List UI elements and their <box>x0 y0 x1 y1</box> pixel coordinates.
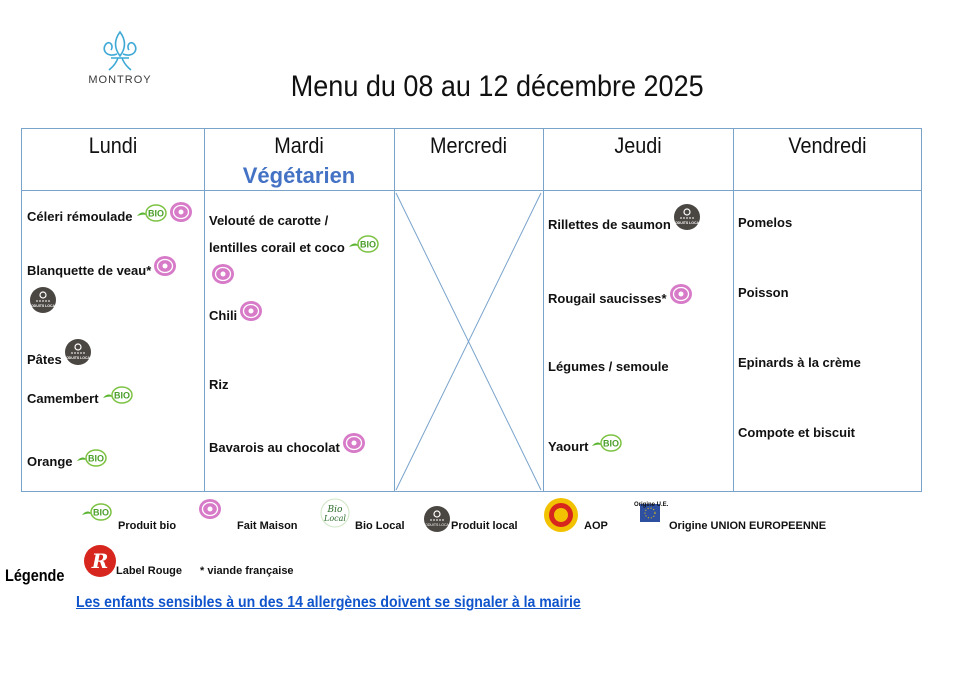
svg-text:BIO: BIO <box>93 508 109 518</box>
aop-icon <box>543 497 579 538</box>
svg-text:BIO: BIO <box>360 240 376 250</box>
day-header-jeudi: Jeudi <box>614 133 662 158</box>
column-divider <box>543 129 544 491</box>
column-divider <box>204 129 205 491</box>
produit-local-icon: PRODUITS LOCAUX <box>61 338 95 375</box>
svg-text:BIO: BIO <box>114 391 130 401</box>
bio-icon: BIO <box>101 385 133 414</box>
legend-label-none: * viande française <box>200 565 294 577</box>
label-rouge-icon: R <box>82 544 118 583</box>
fait-maison-icon <box>211 263 235 294</box>
bio-icon: BIO <box>75 448 107 477</box>
fait-maison-icon <box>153 255 177 286</box>
montroy-logo: MONTROY <box>80 28 160 90</box>
menu-item: Camembert BIO <box>27 385 202 414</box>
fait-maison-icon <box>198 498 222 525</box>
svg-text:Local: Local <box>323 514 346 523</box>
menu-item: Compote et biscuit <box>738 419 918 446</box>
svg-text:PRODUITS LOCAUX: PRODUITS LOCAUX <box>423 523 451 527</box>
column-divider <box>733 129 734 491</box>
menu-item-text: Riz <box>209 377 229 392</box>
menu-item: PâtesPRODUITS LOCAUX <box>27 338 202 375</box>
day-header-lundi: Lundi <box>88 133 138 158</box>
menu-item-text: Blanquette de veau* <box>27 263 152 278</box>
legend-label-bio-local: Bio Local <box>355 520 405 532</box>
menu-item: Orange BIO <box>27 448 202 477</box>
menu-item: Rougail saucisses* <box>548 283 723 314</box>
day-header-mercredi: Mercredi <box>429 133 508 158</box>
menu-item-text: Epinards à la crème <box>738 355 861 370</box>
fait-maison-icon <box>169 201 193 232</box>
column-divider <box>394 129 395 491</box>
produit-local-icon: PRODUITS LOCAUX <box>26 286 61 323</box>
menu-item: Riz <box>209 371 379 398</box>
menu-item: Chili <box>209 300 379 331</box>
menu-item: Yaourt BIO <box>548 433 723 462</box>
menu-item: Pomelos <box>738 209 918 236</box>
menu-item-text: Céleri rémoulade <box>27 209 133 224</box>
menu-item-text: Rillettes de saumon <box>548 217 671 232</box>
menu-item: Céleri rémoulade BIO <box>27 201 202 232</box>
day-header-vendredi: Vendredi <box>788 133 867 158</box>
bio-local-icon: Bio Local <box>320 496 350 535</box>
bio-icon: BIO <box>347 234 379 263</box>
header-divider <box>22 190 921 191</box>
menu-item-text: Velouté de carotte / lentilles corail et… <box>209 213 345 255</box>
menu-item-text: Rougail saucisses* <box>548 291 667 306</box>
menu-item: Rillettes de saumonPRODUITS LOCAUX <box>548 203 723 240</box>
svg-text:PRODUITS LOCAUX: PRODUITS LOCAUX <box>673 221 701 225</box>
produit-local-icon: PRODUITS LOCAUX <box>670 203 704 240</box>
bio-icon: BIO <box>135 203 167 232</box>
menu-item-text: Chili <box>209 308 238 323</box>
svg-text:PRODUITS LOCAUX: PRODUITS LOCAUX <box>64 356 92 360</box>
svg-text:R: R <box>91 549 109 573</box>
menu-table: Lundi Céleri rémoulade BIO Blanquette de ve… <box>21 128 922 492</box>
origine-ue-icon <box>639 503 661 528</box>
menu-item: Légumes / semoule <box>548 353 723 380</box>
allergen-notice-link[interactable]: Les enfants sensibles à un des 14 allerg… <box>76 594 581 611</box>
menu-item: Poisson <box>738 279 918 306</box>
bio-icon: BIO <box>590 433 623 462</box>
menu-item: Bavarois au chocolat <box>209 432 379 463</box>
bio-icon: BIO <box>80 502 112 527</box>
menu-item-text: Pâtes <box>27 352 62 367</box>
legend-caption: Origine U.E. <box>634 502 669 508</box>
menu-item: Velouté de carotte / lentilles corail et… <box>209 207 379 294</box>
legend-label-origine-ue: Origine UNION EUROPEENNE <box>669 520 827 532</box>
legend-title: Légende <box>5 566 65 585</box>
legend-label-fait-maison: Fait Maison <box>237 520 298 532</box>
menu-item-text: Poisson <box>738 285 789 300</box>
svg-text:BIO: BIO <box>88 454 104 464</box>
legend-label-aop: AOP <box>584 520 608 532</box>
fait-maison-icon <box>239 300 263 331</box>
produit-local-icon: PRODUITS LOCAUX <box>420 505 454 538</box>
day-header-mardi: Mardi <box>274 133 324 158</box>
fleur-de-lis-icon <box>103 30 137 71</box>
menu-item-text: Orange <box>27 454 73 469</box>
menu-item-text: Bavarois au chocolat <box>209 440 340 455</box>
menu-item-text: Pomelos <box>738 215 793 230</box>
menu-item-text: Camembert <box>27 391 99 406</box>
legend-label-produit-local: Produit local <box>451 520 518 532</box>
svg-text:Bio: Bio <box>327 505 343 515</box>
fait-maison-icon <box>669 283 693 314</box>
page-title: Menu du 08 au 12 décembre 2025 <box>290 70 704 103</box>
svg-text:BIO: BIO <box>603 439 619 449</box>
menu-item-text: Yaourt <box>548 439 589 454</box>
menu-item-text: Légumes / semoule <box>548 359 669 374</box>
legend-label-bio: Produit bio <box>118 520 177 532</box>
svg-text:PRODUITS LOCAUX: PRODUITS LOCAUX <box>29 304 57 308</box>
fait-maison-icon <box>342 432 366 463</box>
menu-item-text: Compote et biscuit <box>738 425 856 440</box>
menu-item: Epinards à la crème <box>738 349 918 376</box>
mercredi-cross-out <box>395 192 542 491</box>
menu-item: Blanquette de veau* PRODUITS LOCAUX <box>26 255 202 323</box>
logo-text: MONTROY <box>88 74 152 86</box>
vegetarian-label: Végétarien <box>242 163 356 188</box>
svg-text:BIO: BIO <box>147 209 163 219</box>
legend-label-label-rouge: Label Rouge <box>116 565 183 577</box>
